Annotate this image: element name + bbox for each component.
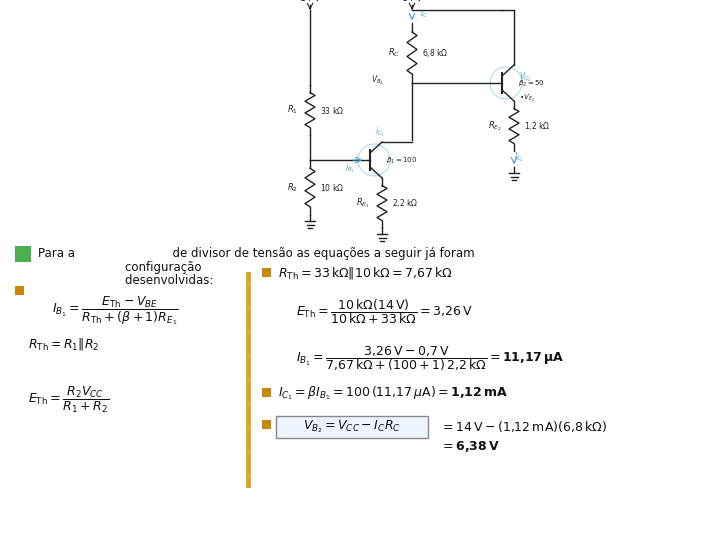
Text: $I_{B_1} = \dfrac{E_{\mathrm{Th}} - V_{BE}}{R_{\mathrm{Th}} + (\beta + 1)R_{E_1}: $I_{B_1} = \dfrac{E_{\mathrm{Th}} - V_{B… [52,294,179,327]
FancyBboxPatch shape [15,246,31,262]
Text: 33 k$\Omega$: 33 k$\Omega$ [320,105,344,116]
Text: $R_{E_1}$: $R_{E_1}$ [356,196,370,210]
Text: $R_2$: $R_2$ [287,181,298,194]
Text: $I_C$: $I_C$ [420,8,428,21]
Text: $I_{C_2}$: $I_{C_2}$ [514,150,524,164]
Text: $\beta_2=50$: $\beta_2=50$ [518,79,545,89]
Text: $\bullet V_{E_2}$: $\bullet V_{E_2}$ [519,92,535,104]
Text: 14 V: 14 V [402,0,422,3]
Text: $R_1$: $R_1$ [287,104,298,116]
Text: $= \mathbf{6{,}38\,V}$: $= \mathbf{6{,}38\,V}$ [440,438,500,454]
Text: $E_{\mathrm{Th}} = \dfrac{R_2 V_{CC}}{R_1 + R_2}$: $E_{\mathrm{Th}} = \dfrac{R_2 V_{CC}}{R_… [28,385,109,415]
Text: $i_{B_1}$: $i_{B_1}$ [345,161,355,174]
Text: 1,2 k$\Omega$: 1,2 k$\Omega$ [524,120,551,132]
Text: Para a                          de divisor de tensão as equações a seguir já for: Para a de divisor de tensão as equações … [38,247,474,260]
Text: 14 V: 14 V [300,0,320,3]
Text: $I_{B_1} = \dfrac{3{,}26\,\mathrm{V} - 0{,}7\,\mathrm{V}}{7{,}67\,\mathrm{k}\Ome: $I_{B_1} = \dfrac{3{,}26\,\mathrm{V} - 0… [296,344,564,373]
Text: $V_{B_2}$: $V_{B_2}$ [371,73,384,87]
Text: 6,8 k$\Omega$: 6,8 k$\Omega$ [422,47,449,59]
Text: $R_{\mathrm{Th}} = R_1 \| R_2$: $R_{\mathrm{Th}} = R_1 \| R_2$ [28,336,99,352]
Text: $\beta_1=100$: $\beta_1=100$ [386,156,418,166]
Text: $V_{B_2} = V_{CC} - I_C R_C$: $V_{B_2} = V_{CC} - I_C R_C$ [303,418,401,435]
FancyBboxPatch shape [262,388,271,397]
FancyBboxPatch shape [15,286,24,295]
Text: $R_{\mathrm{Th}} = 33\,\mathrm{k}\Omega \| 10\,\mathrm{k}\Omega = 7{,}67\,\mathr: $R_{\mathrm{Th}} = 33\,\mathrm{k}\Omega … [278,265,453,281]
Text: configuração: configuração [95,261,202,274]
Text: $I_{C_1} = \beta I_{B_1} = 100\,(11{,}17\,\mu\mathrm{A}) = \mathbf{1{,}12\,mA}$: $I_{C_1} = \beta I_{B_1} = 100\,(11{,}17… [278,384,508,402]
Text: $V_{C_2}$: $V_{C_2}$ [519,70,532,84]
Text: $i_{C_1}$: $i_{C_1}$ [375,125,385,139]
FancyBboxPatch shape [262,268,271,277]
Text: $= 14\,\mathrm{V} - (1{,}12\,\mathrm{mA})(6{,}8\,\mathrm{k}\Omega)$: $= 14\,\mathrm{V} - (1{,}12\,\mathrm{mA}… [440,420,607,435]
Text: 2,2 k$\Omega$: 2,2 k$\Omega$ [392,197,418,209]
FancyBboxPatch shape [262,420,271,429]
FancyBboxPatch shape [276,416,428,438]
Text: $R_C$: $R_C$ [388,47,400,59]
Text: $E_{\mathrm{Th}} = \dfrac{10\,\mathrm{k}\Omega(14\,\mathrm{V})}{10\,\mathrm{k}\O: $E_{\mathrm{Th}} = \dfrac{10\,\mathrm{k}… [296,297,472,326]
Text: $R_{E_2}$: $R_{E_2}$ [488,119,502,133]
Text: desenvolvidas:: desenvolvidas: [95,273,213,287]
Text: 10 k$\Omega$: 10 k$\Omega$ [320,182,344,193]
